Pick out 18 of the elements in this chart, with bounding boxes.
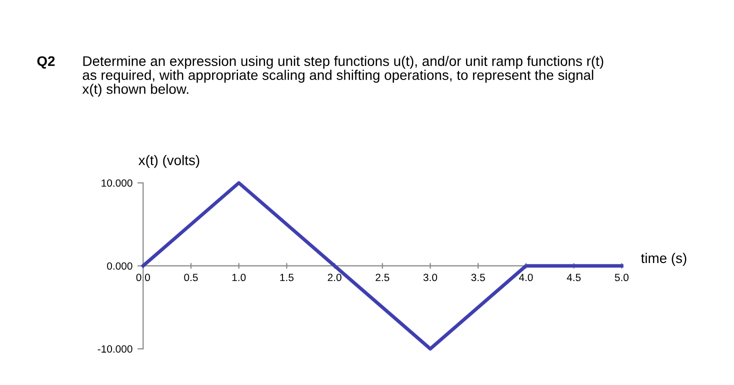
x-tick-label: 2.5 (376, 274, 390, 282)
x-tick-label: 3.0 (423, 274, 438, 282)
x-tick-label: 0.5 (184, 274, 198, 282)
y-tick-label: -10.000 (98, 345, 132, 353)
x-tick-label: 2.0 (328, 274, 342, 282)
x-tick-label: 4.0 (518, 274, 533, 282)
y-axis-title: x(t) (volts) (138, 154, 200, 168)
x-tick-label: 1.0 (232, 274, 246, 282)
y-tick-label: 0.000 (107, 262, 132, 270)
x-tick-label: 4.5 (566, 274, 581, 282)
y-tick-label: 10.000 (102, 179, 132, 187)
x-axis-title: time (s) (641, 252, 686, 266)
x-tick-label: 5.0 (614, 274, 629, 282)
text: Determine an expression using unit step functions u(t), and/or unit ramp functions r(t) as required, with appropriate scaling and shifting operations, to represent the signal x(t) shown below. (82, 56, 604, 97)
x-tick-label: 3.5 (471, 274, 485, 282)
x-tick-label: 0.0 (136, 274, 150, 282)
text: Q2 (37, 56, 55, 69)
x-tick-label: 1.5 (280, 274, 294, 282)
